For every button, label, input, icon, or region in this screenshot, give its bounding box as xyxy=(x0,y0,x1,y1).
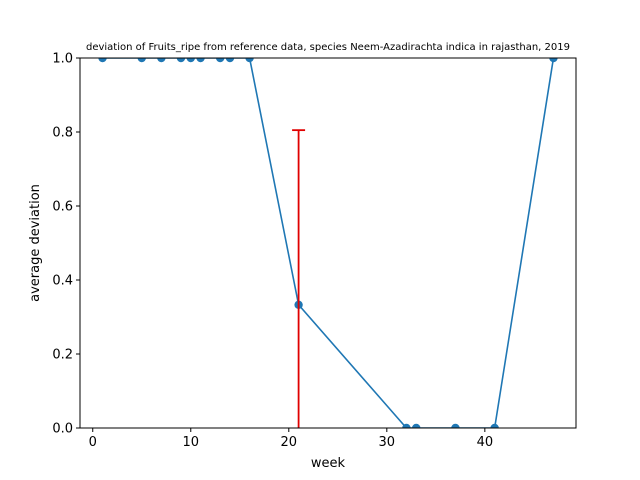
data-point xyxy=(157,58,166,63)
x-tick-label: 10 xyxy=(182,435,199,450)
data-point xyxy=(490,423,499,428)
data-point xyxy=(549,58,558,63)
data-point xyxy=(98,58,107,63)
data-point xyxy=(196,58,205,63)
x-axis-label: week xyxy=(311,456,346,471)
data-point xyxy=(412,423,421,428)
data-point xyxy=(186,58,195,63)
y-tick-label: 0.6 xyxy=(52,200,73,215)
series-line xyxy=(102,58,555,428)
data-point xyxy=(137,58,146,63)
data-point xyxy=(225,58,235,63)
plot-area xyxy=(98,58,558,428)
y-axis-label: average deviation xyxy=(28,184,43,302)
y-tick-label: 0.8 xyxy=(52,126,73,141)
data-point xyxy=(245,58,254,63)
y-tick-label: 0.2 xyxy=(52,348,73,363)
plot-frame xyxy=(79,57,577,429)
x-tick-label: 0 xyxy=(89,435,97,450)
y-tick-label: 0.4 xyxy=(52,274,73,289)
data-point xyxy=(215,58,225,63)
data-point xyxy=(451,423,460,428)
chart-title: deviation of Fruits_ripe from reference … xyxy=(86,42,570,53)
y-tick-label: 0.0 xyxy=(52,422,73,437)
x-tick-label: 20 xyxy=(281,435,298,450)
data-point xyxy=(402,423,411,428)
y-axis-ticks: 0.0 0.2 0.4 0.6 0.8 1.0 xyxy=(52,52,80,437)
x-tick-label: 40 xyxy=(477,435,494,450)
x-tick-label: 30 xyxy=(379,435,396,450)
data-point xyxy=(176,58,186,63)
x-axis-ticks: 0 10 20 30 40 xyxy=(89,428,494,450)
y-tick-label: 1.0 xyxy=(52,52,73,67)
